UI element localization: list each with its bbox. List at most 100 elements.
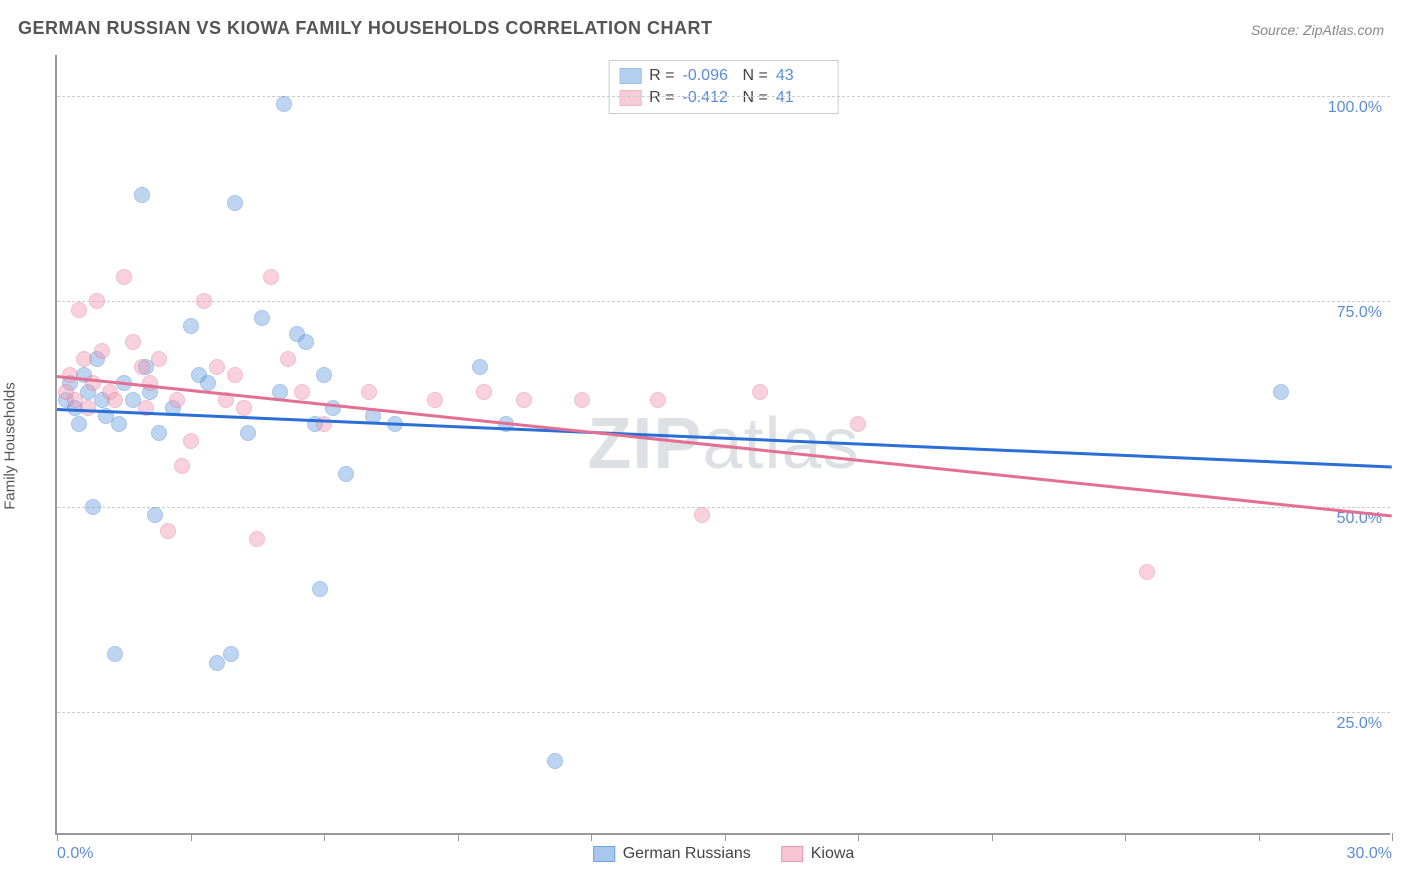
x-tick-label: 0.0% [57, 845, 93, 863]
scatter-marker [650, 392, 666, 408]
chart-title: GERMAN RUSSIAN VS KIOWA FAMILY HOUSEHOLD… [18, 18, 713, 39]
x-tick [1392, 833, 1393, 841]
scatter-marker [80, 400, 96, 416]
x-tick [992, 833, 993, 841]
legend-swatch [619, 68, 641, 84]
trendline [57, 408, 1392, 468]
scatter-marker [89, 293, 105, 309]
scatter-marker [134, 359, 150, 375]
scatter-marker [85, 499, 101, 515]
scatter-marker [240, 425, 256, 441]
source-label: Source: ZipAtlas.com [1251, 22, 1384, 38]
scatter-marker [427, 392, 443, 408]
legend-swatch [593, 846, 615, 862]
legend-swatch [781, 846, 803, 862]
x-tick [858, 833, 859, 841]
gridline [57, 96, 1390, 97]
legend-n-label: N = [743, 89, 768, 107]
y-tick-label: 25.0% [1337, 715, 1382, 733]
scatter-marker [107, 646, 123, 662]
scatter-marker [1139, 564, 1155, 580]
x-tick [1259, 833, 1260, 841]
scatter-marker [174, 458, 190, 474]
scatter-marker [200, 375, 216, 391]
scatter-marker [850, 416, 866, 432]
legend-r-value: -0.096 [683, 67, 735, 85]
scatter-marker [263, 269, 279, 285]
scatter-marker [547, 753, 563, 769]
trendline [57, 375, 1392, 517]
scatter-marker [223, 646, 239, 662]
scatter-marker [151, 425, 167, 441]
legend-label: Kiowa [811, 845, 855, 863]
chart-plot-area: ZIPatlas R =-0.096N =43R =-0.412N =41 Ge… [55, 55, 1390, 835]
legend-swatch [619, 90, 641, 106]
scatter-marker [183, 433, 199, 449]
scatter-marker [574, 392, 590, 408]
scatter-marker [516, 392, 532, 408]
scatter-marker [76, 351, 92, 367]
scatter-marker [294, 384, 310, 400]
watermark-bold: ZIP [587, 404, 702, 484]
scatter-marker [752, 384, 768, 400]
x-tick-label: 30.0% [1347, 845, 1392, 863]
gridline [57, 507, 1390, 508]
scatter-marker [316, 367, 332, 383]
scatter-marker [1273, 384, 1289, 400]
x-tick [725, 833, 726, 841]
scatter-marker [147, 507, 163, 523]
scatter-marker [71, 302, 87, 318]
legend-label: German Russians [623, 845, 751, 863]
legend-row: R = -0.096 N = 43 [619, 65, 828, 87]
legend-r-label: R = [649, 67, 674, 85]
y-axis-label: Family Households [2, 382, 19, 510]
x-tick [458, 833, 459, 841]
scatter-marker [276, 96, 292, 112]
scatter-marker [151, 351, 167, 367]
x-tick [191, 833, 192, 841]
scatter-marker [476, 384, 492, 400]
correlation-legend: R = -0.096 N = 43 R = -0.412 N = 41 [608, 60, 839, 114]
scatter-marker [94, 343, 110, 359]
scatter-marker [160, 523, 176, 539]
scatter-marker [312, 581, 328, 597]
scatter-marker [472, 359, 488, 375]
x-tick [591, 833, 592, 841]
x-tick [1125, 833, 1126, 841]
scatter-marker [249, 531, 265, 547]
scatter-marker [107, 392, 123, 408]
legend-row: R = -0.412 N = 41 [619, 87, 828, 109]
scatter-marker [227, 367, 243, 383]
scatter-marker [116, 269, 132, 285]
gridline [57, 301, 1390, 302]
scatter-marker [227, 195, 243, 211]
scatter-marker [196, 293, 212, 309]
scatter-marker [694, 507, 710, 523]
x-tick [57, 833, 58, 841]
x-tick [324, 833, 325, 841]
legend-n-value: 43 [776, 67, 828, 85]
legend-item: German Russians [593, 845, 751, 863]
scatter-marker [254, 310, 270, 326]
scatter-marker [111, 416, 127, 432]
series-legend: German Russians Kiowa [593, 845, 855, 863]
scatter-marker [298, 334, 314, 350]
scatter-marker [209, 359, 225, 375]
scatter-marker [134, 187, 150, 203]
y-tick-label: 75.0% [1337, 304, 1382, 322]
legend-r-label: R = [649, 89, 674, 107]
legend-r-value: -0.412 [683, 89, 735, 107]
y-tick-label: 100.0% [1328, 99, 1382, 117]
scatter-marker [183, 318, 199, 334]
scatter-marker [236, 400, 252, 416]
legend-n-value: 41 [776, 89, 828, 107]
scatter-marker [338, 466, 354, 482]
gridline [57, 712, 1390, 713]
scatter-marker [71, 416, 87, 432]
scatter-marker [169, 392, 185, 408]
legend-n-label: N = [743, 67, 768, 85]
scatter-marker [125, 334, 141, 350]
scatter-marker [280, 351, 296, 367]
legend-item: Kiowa [781, 845, 855, 863]
scatter-marker [361, 384, 377, 400]
